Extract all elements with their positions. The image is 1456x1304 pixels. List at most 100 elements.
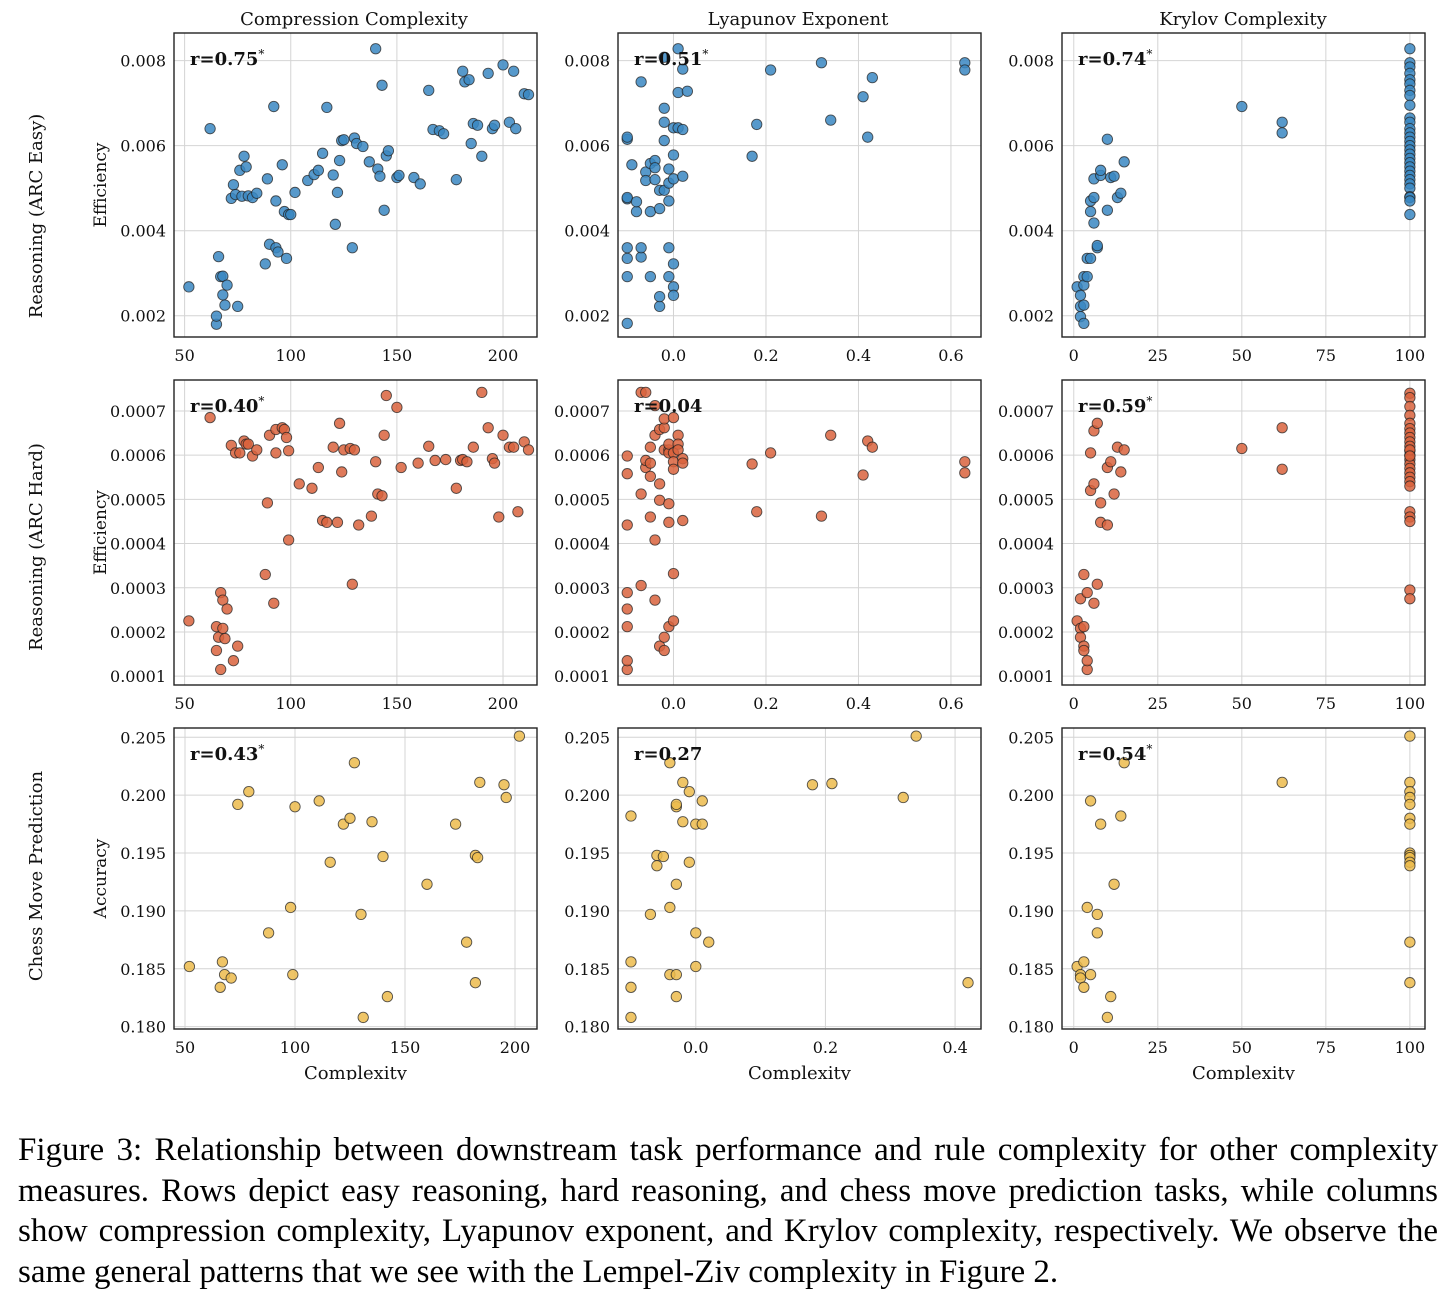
data-point: [672, 444, 684, 456]
data-point: [497, 429, 509, 441]
data-point: [232, 640, 244, 652]
panel-8: 0.0 0.2 0.4 0.180 0.185 0.190 0.195 0.200 0.205 r…: [564, 727, 982, 1080]
data-point: [658, 51, 670, 63]
panel-7: 50 100 150 200 0.180 0.185 0.190 0.195 0.200 0.20…: [91, 727, 538, 1080]
y-tick-label: 0.002: [564, 307, 610, 326]
data-point: [476, 150, 488, 162]
data-point: [1108, 488, 1120, 500]
data-point: [1091, 927, 1103, 939]
x-tick-label: 200: [488, 346, 519, 365]
y-tick-label: 0.0001: [110, 667, 166, 686]
data-point: [336, 466, 348, 478]
x-tick-label: 0.2: [813, 1038, 838, 1057]
figure-caption: Figure 3: Relationship between downstrea…: [18, 1132, 1438, 1290]
correlation-label: r=0.59*: [1078, 394, 1152, 417]
y-tick-label: 0.0003: [998, 579, 1054, 598]
data-point: [500, 791, 512, 804]
data-point: [1088, 217, 1100, 229]
y-tick-label: 0.185: [120, 960, 166, 979]
data-point: [681, 85, 694, 97]
data-point: [667, 615, 680, 627]
y-tick-label: 0.0006: [998, 446, 1054, 465]
data-point: [1115, 187, 1127, 199]
data-point: [217, 289, 229, 301]
plot-frame: [1061, 379, 1426, 686]
figure-grid: Compression Complexity Lyapunov Exponent…: [26, 9, 1426, 1080]
y-tick-label: 0.0003: [554, 579, 610, 598]
data-point: [857, 469, 869, 481]
data-point: [346, 578, 358, 590]
data-point: [1276, 463, 1288, 475]
plot-area: [174, 728, 537, 1029]
data-point: [338, 134, 350, 146]
y-tick-label: 0.200: [1008, 786, 1054, 805]
correlation-label: r=0.04: [634, 396, 702, 417]
panel-5: 0.0 0.2 0.4 0.6 0.0001 0.0002 0.0003 0.0004 0.00…: [554, 379, 982, 713]
data-point: [242, 438, 254, 450]
data-point: [649, 162, 661, 174]
data-point: [670, 968, 682, 981]
x-tick-label: 200: [488, 694, 519, 713]
data-point: [1088, 597, 1100, 609]
data-point: [471, 852, 484, 864]
data-point: [910, 730, 922, 742]
y-axis-label: Efficiency: [91, 142, 111, 227]
data-point: [324, 856, 336, 868]
plot-frame: [173, 379, 538, 686]
y-tick-label: 0.004: [564, 222, 610, 241]
data-point: [212, 250, 225, 263]
data-point: [764, 447, 777, 459]
data-point: [355, 908, 367, 921]
data-point: [651, 860, 663, 872]
data-point: [1081, 901, 1093, 914]
data-point: [677, 170, 689, 182]
data-point: [471, 119, 484, 131]
x-tick-label: 0.4: [846, 346, 871, 365]
data-point: [677, 776, 689, 789]
data-point: [488, 119, 501, 131]
data-point: [1095, 818, 1107, 830]
data-point: [658, 644, 670, 657]
data-point: [293, 478, 305, 490]
data-point: [219, 632, 231, 645]
data-point: [1404, 89, 1416, 102]
data-point: [221, 279, 233, 291]
y-tick-label: 0.006: [120, 137, 166, 156]
y-tick-label: 0.180: [1008, 1018, 1054, 1037]
x-tick-label: 100: [275, 346, 306, 365]
data-point: [227, 179, 240, 191]
data-point: [630, 205, 643, 218]
data-point: [270, 447, 282, 459]
data-point: [658, 631, 670, 643]
data-point: [635, 488, 647, 500]
data-point: [312, 164, 325, 176]
data-point: [667, 289, 680, 301]
x-axis-label: Complexity: [748, 1063, 852, 1080]
x-tick-label: 0.2: [753, 694, 778, 713]
data-point: [412, 457, 424, 469]
y-tick-label: 0.0007: [110, 402, 166, 421]
data-point: [621, 131, 633, 143]
data-point: [658, 116, 670, 128]
data-point: [221, 603, 233, 615]
data-point: [625, 810, 637, 822]
data-point: [1091, 417, 1103, 429]
data-point: [353, 519, 365, 531]
data-point: [667, 258, 680, 270]
x-tick-label: 0: [1069, 346, 1079, 365]
x-tick-label: 75: [1316, 1038, 1336, 1057]
data-point: [378, 429, 390, 441]
panel-9: 0 25 50 75 100 0.180 0.185 0.190 0.195 0.200 0.205…: [1008, 727, 1426, 1080]
data-point: [376, 79, 388, 91]
data-point: [512, 506, 524, 518]
plot-area: [618, 380, 981, 685]
x-tick-label: 0: [1069, 1038, 1079, 1057]
data-point: [690, 960, 702, 973]
data-point: [488, 457, 501, 469]
data-point: [635, 579, 647, 592]
column-title-lyapunov: Lyapunov Exponent: [708, 9, 889, 30]
data-point: [460, 936, 473, 948]
data-point: [522, 444, 535, 456]
data-point: [1105, 456, 1117, 468]
data-point: [204, 411, 216, 424]
